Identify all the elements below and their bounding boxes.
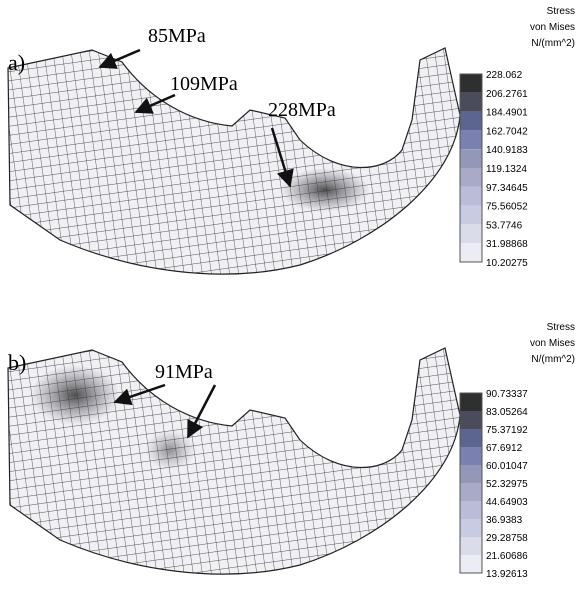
legend-title: Stress	[547, 6, 575, 17]
colorbar-label: 67.6912	[486, 443, 523, 454]
colorbar-label: 184.4901	[486, 108, 528, 119]
stress-annotation: 109MPa	[170, 73, 238, 95]
colorbar-label: 36.9383	[486, 515, 523, 526]
colorbar-segment	[460, 537, 482, 555]
colorbar-label: 52.32975	[486, 479, 528, 490]
colorbar-label: 75.56052	[486, 202, 528, 213]
colorbar-label: 228.062	[486, 70, 523, 81]
colorbar-label: 75.37192	[486, 425, 528, 436]
colorbar-segment	[460, 429, 482, 447]
colorbar-segment	[460, 112, 482, 131]
colorbar-segment	[460, 93, 482, 112]
colorbar-segment	[460, 149, 482, 168]
stress-annotation: 228MPa	[268, 99, 336, 121]
colorbar-label: 97.34645	[486, 183, 528, 194]
colorbar-segment	[460, 168, 482, 187]
colorbar-label: 90.73337	[486, 389, 528, 400]
colorbar-segment	[460, 224, 482, 243]
legend-title: von Mises	[530, 338, 575, 349]
colorbar-segment	[460, 555, 482, 573]
stress-region	[280, 168, 370, 212]
colorbar-segment	[460, 74, 482, 93]
legend-title: N/(mm^2)	[531, 354, 575, 365]
colorbar-segment	[460, 393, 482, 411]
fem-panel: b) 91MPa Stress von Mises N/(mm^2) 90.73337 83…	[8, 322, 575, 580]
fem-panel: a) 85MPa 109MPa 228MPa Stress von Mises N/(mm^…	[8, 6, 575, 274]
legend-title: N/(mm^2)	[531, 38, 575, 49]
colorbar-segment	[460, 243, 482, 262]
figure: a) 85MPa 109MPa 228MPa Stress von Mises N/(mm^…	[0, 0, 580, 596]
colorbar-label: 119.1324	[486, 164, 527, 175]
colorbar-segment	[460, 187, 482, 206]
colorbar-label: 13.92613	[486, 569, 528, 580]
stress-annotation: 85MPa	[148, 25, 206, 47]
colorbar-segment	[460, 206, 482, 225]
colorbar-label: 21.60686	[486, 551, 528, 562]
colorbar-segment	[460, 447, 482, 465]
colorbar-label: 53.7746	[486, 220, 523, 231]
colorbar-segment	[460, 501, 482, 519]
stress-annotation: 91MPa	[155, 361, 213, 383]
colorbar-label: 206.2761	[486, 89, 528, 100]
legend-title: Stress	[547, 322, 575, 333]
colorbar-label: 60.01047	[486, 461, 528, 472]
colorbar-label: 162.7042	[486, 126, 528, 137]
colorbar-segment	[460, 130, 482, 149]
colorbar-segment	[460, 483, 482, 501]
legend-title: von Mises	[530, 22, 575, 33]
colorbar-segment	[460, 465, 482, 483]
colorbar-label: 44.64903	[486, 497, 528, 508]
colorbar-segment	[460, 411, 482, 429]
colorbar-label: 29.28758	[486, 533, 528, 544]
colorbar-segment	[460, 519, 482, 537]
colorbar-label: 10.20275	[486, 258, 528, 269]
panel-label: b)	[8, 350, 26, 375]
colorbar-label: 83.05264	[486, 407, 528, 418]
colorbar-label: 140.9183	[486, 145, 528, 156]
panel-label: a)	[8, 50, 25, 75]
colorbar-label: 31.98868	[486, 239, 528, 250]
stress-region	[30, 365, 120, 425]
